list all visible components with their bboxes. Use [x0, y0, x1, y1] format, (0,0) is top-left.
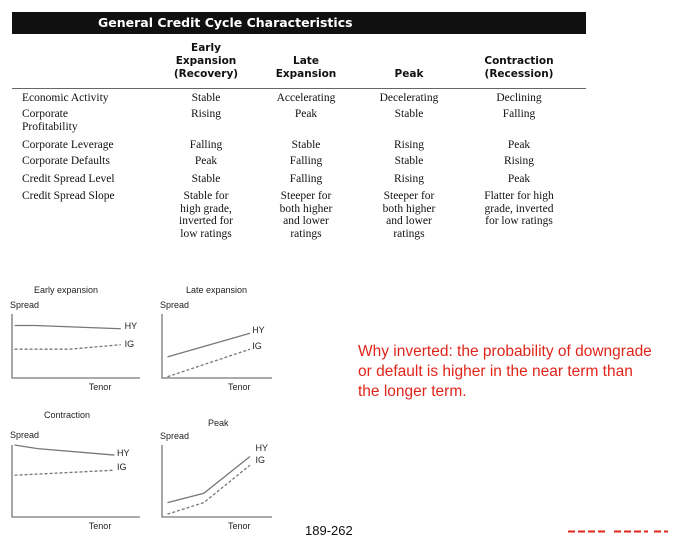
table-cell: Stable — [291, 139, 321, 151]
spread-chart — [11, 314, 140, 379]
table-cell: Steeper for both higher and lower ratings — [382, 190, 436, 240]
ig-label: IG — [252, 341, 262, 352]
hy-curve — [167, 332, 251, 358]
column-header: Late Expansion — [275, 55, 337, 80]
x-axis-label: Tenor — [88, 382, 112, 392]
table-cell: Rising — [393, 139, 425, 151]
chart-axes — [11, 445, 140, 518]
table-cell: Stable for high grade, inverted for low rat… — [179, 190, 233, 240]
spread-chart — [161, 445, 272, 518]
row-label: Corporate Profitability — [22, 108, 78, 133]
header-divider — [12, 88, 586, 89]
chart-title: Early expansion — [34, 285, 99, 295]
column-header: Peak — [394, 68, 424, 80]
ig-curve — [14, 469, 115, 476]
table-cell: Accelerating — [276, 92, 336, 104]
y-axis-label: Spread — [10, 430, 40, 440]
spread-chart — [161, 314, 272, 379]
table-cell: Falling — [289, 173, 323, 185]
x-axis-label: Tenor — [228, 521, 251, 531]
ig-label: IG — [255, 454, 266, 465]
chart-title: Peak — [208, 418, 229, 428]
column-header: Contraction (Recession) — [484, 55, 554, 80]
y-axis-label: Spread — [10, 300, 40, 310]
table-cell: Decelerating — [379, 92, 439, 104]
x-axis-label: Tenor — [88, 521, 112, 531]
hy-label: HY — [252, 325, 265, 336]
hy-curve — [14, 444, 115, 456]
hy-label: HY — [116, 447, 130, 458]
x-axis-label: Tenor — [228, 382, 251, 392]
table-cell: Declining — [496, 92, 542, 104]
hy-curve — [167, 456, 251, 504]
row-label: Corporate Defaults — [22, 155, 110, 167]
ig-curve — [167, 464, 251, 515]
row-label: Corporate Leverage — [22, 139, 114, 151]
hy-curve — [14, 324, 121, 330]
chart-title: Contraction — [44, 410, 91, 420]
table-title: General Credit Cycle Characteristics — [12, 12, 586, 34]
table-cell: Peak — [507, 173, 531, 185]
ig-label: IG — [116, 462, 127, 473]
table-cell: Peak — [294, 108, 318, 120]
table-cell: Rising — [393, 173, 425, 185]
table-cell: Falling — [289, 155, 323, 167]
chart-title: Late expansion — [186, 285, 248, 295]
row-label: Credit Spread Level — [22, 173, 115, 185]
table-cell: Falling — [189, 139, 223, 151]
table-cell: Steeper for both higher and lower ratings — [279, 190, 333, 240]
hy-label: HY — [255, 442, 269, 453]
table-cell: Stable — [394, 155, 424, 167]
inverted-explanation-note: Why inverted: the probability of downgra… — [358, 343, 652, 400]
column-header: Early Expansion (Recovery) — [173, 42, 239, 80]
ig-curve — [14, 344, 121, 350]
ig-label: IG — [124, 338, 135, 349]
table-cell: Peak — [194, 155, 218, 167]
hy-label: HY — [124, 320, 138, 331]
table-cell: Flatter for high grade, inverted for low r… — [484, 190, 554, 227]
table-cell: Stable — [191, 92, 221, 104]
table-cell: Peak — [507, 139, 531, 151]
table-cell: Rising — [190, 108, 222, 120]
row-label: Credit Spread Slope — [22, 190, 115, 202]
y-axis-label: Spread — [160, 300, 190, 310]
table-cell: Falling — [502, 108, 536, 120]
chart-axes — [11, 314, 140, 379]
table-cell: Stable — [191, 173, 221, 185]
chart-axes — [161, 314, 272, 379]
table-cell: Rising — [503, 155, 535, 167]
spread-chart — [11, 444, 140, 518]
y-axis-label: Spread — [160, 431, 190, 441]
row-label: Economic Activity — [22, 92, 109, 104]
page-number: 189-262 — [305, 523, 353, 538]
table-cell: Stable — [394, 108, 424, 120]
ig-curve — [167, 348, 251, 378]
decorative-red-dashes — [568, 530, 668, 533]
chart-axes — [161, 445, 272, 518]
